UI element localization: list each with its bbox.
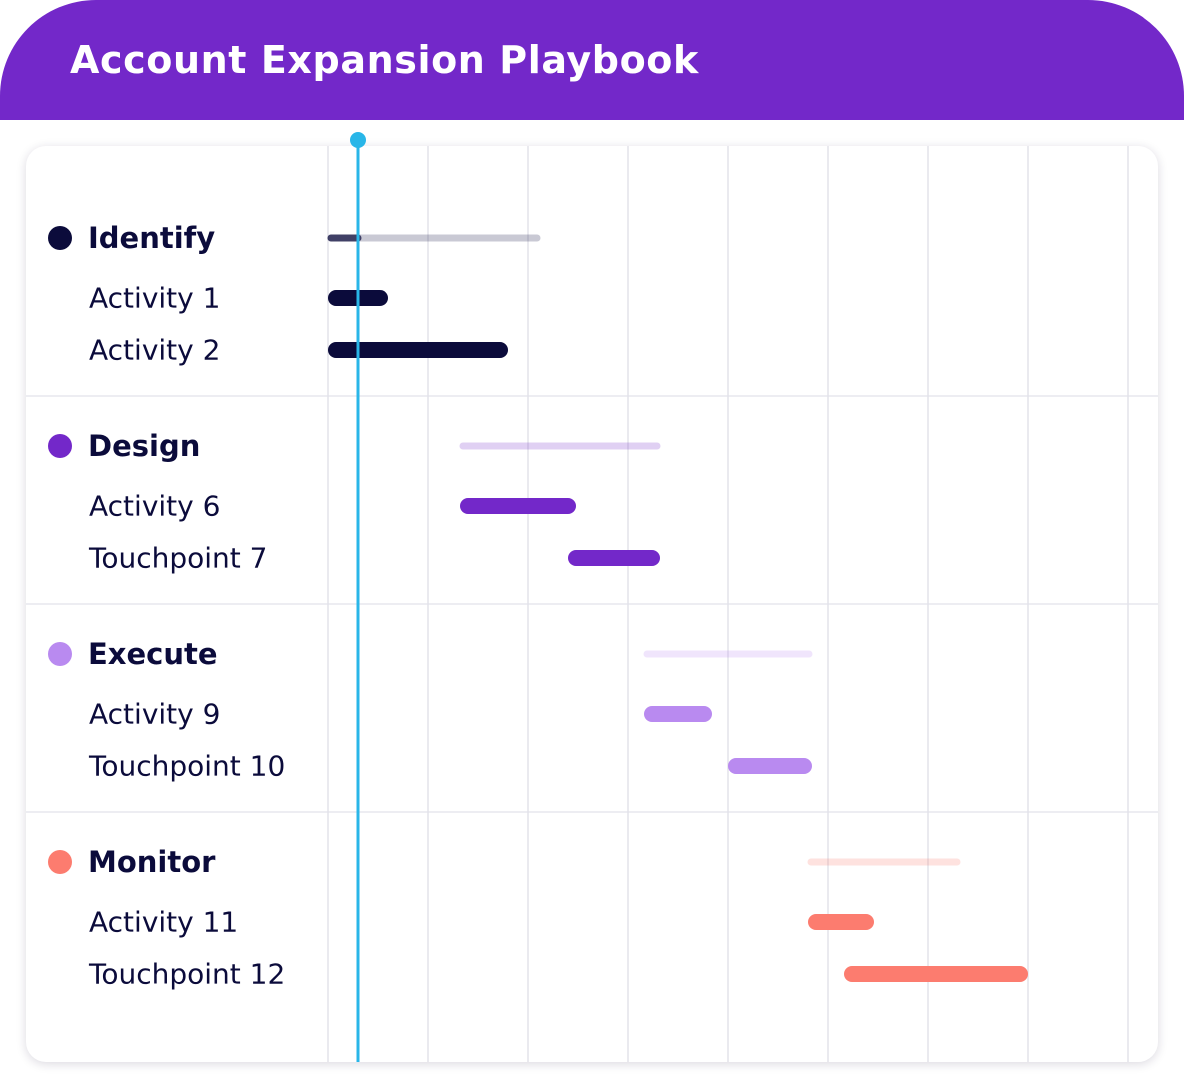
phase-label: Monitor bbox=[88, 845, 216, 879]
phase-label: Design bbox=[88, 429, 200, 463]
row-labels: Identify Activity 1 Activity 2 Design Activi… bbox=[48, 221, 285, 991]
task-label: Activity 6 bbox=[89, 490, 220, 523]
phase-separators bbox=[26, 395, 1158, 813]
today-marker bbox=[350, 132, 366, 1062]
task-label: Activity 11 bbox=[89, 906, 238, 939]
task-label: Activity 1 bbox=[89, 282, 220, 315]
phase-dot bbox=[48, 226, 72, 250]
phase-dot bbox=[48, 642, 72, 666]
phase-dot bbox=[48, 850, 72, 874]
task-label: Activity 2 bbox=[89, 334, 220, 367]
header-bar: Account Expansion Playbook bbox=[0, 0, 1184, 120]
phase-label: Execute bbox=[88, 637, 218, 671]
phase-dot bbox=[48, 434, 72, 458]
phase-label: Identify bbox=[88, 221, 215, 255]
task-label: Touchpoint 10 bbox=[88, 750, 285, 783]
page-title: Account Expansion Playbook bbox=[70, 38, 699, 82]
task-label: Touchpoint 12 bbox=[88, 958, 285, 991]
today-marker-dot bbox=[350, 132, 366, 148]
bar-layer bbox=[327, 234, 1028, 982]
task-label: Activity 9 bbox=[89, 698, 220, 731]
task-label: Touchpoint 7 bbox=[88, 542, 268, 575]
